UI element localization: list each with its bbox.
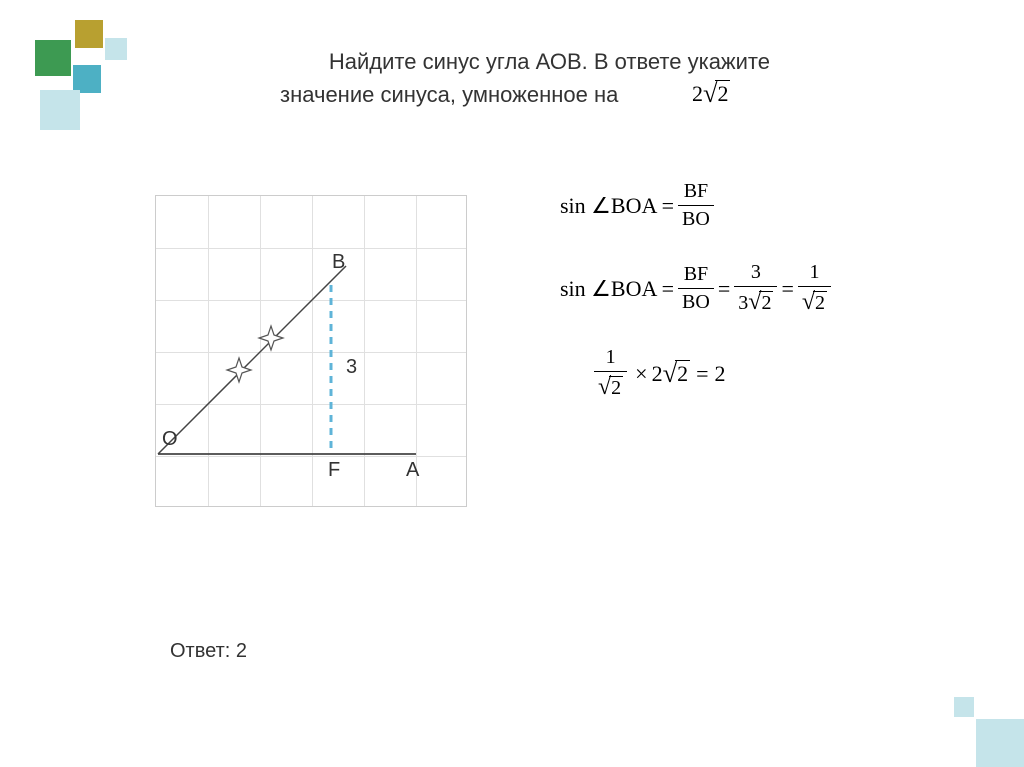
diagram-svg xyxy=(156,196,468,508)
f2-frac3-num: 1 xyxy=(805,261,823,286)
math-area: sin ∠BOA = BF BO sin ∠BOA = BF BO = 3 3√… xyxy=(560,180,835,431)
eq1: = xyxy=(718,276,730,302)
star-1 xyxy=(259,326,283,350)
answer-value: 2 xyxy=(236,640,247,662)
f1-prefix: sin ∠BOA = xyxy=(560,193,674,219)
question-multiplier: 2 √2 xyxy=(692,78,730,109)
formula-2: sin ∠BOA = BF BO = 3 3√2 = 1 √2 xyxy=(560,261,835,316)
question-line1: Найдите синус угла АОВ. В ответе укажите xyxy=(280,49,770,74)
question-line2: значение синуса, умноженное на xyxy=(280,82,618,107)
f3-result: 2 xyxy=(715,361,726,387)
label-F: F xyxy=(328,459,340,482)
f3-mult-rad: 2 xyxy=(675,360,690,387)
f2-frac3: 1 √2 xyxy=(798,261,831,316)
f2-frac2-num: 3 xyxy=(747,261,765,286)
answer-label: Ответ: xyxy=(170,640,230,662)
label-O: О xyxy=(162,428,178,451)
label-A: А xyxy=(406,459,419,482)
f1-num: BF xyxy=(680,180,712,205)
f1-den: BO xyxy=(678,205,714,231)
f2-frac1-den: BO xyxy=(678,288,714,314)
label-3: 3 xyxy=(346,356,357,379)
times-sign: × xyxy=(635,361,647,387)
f2-frac2-den: 3√2 xyxy=(734,286,777,316)
f3-frac-den: √2 xyxy=(594,371,627,401)
eq3: = xyxy=(696,361,708,387)
f2-prefix: sin ∠BOA = xyxy=(560,276,674,302)
f1-frac: BF BO xyxy=(678,180,714,231)
f3-mult-coef: 2 xyxy=(652,361,663,387)
f2-frac2-den-coef: 3 xyxy=(738,292,748,314)
label-B: В xyxy=(332,251,345,274)
eq2: = xyxy=(781,276,793,302)
answer-text: Ответ: 2 xyxy=(170,640,247,663)
f2-frac3-den: √2 xyxy=(798,286,831,316)
formula-1: sin ∠BOA = BF BO xyxy=(560,180,835,231)
multiplier-coef: 2 xyxy=(692,81,703,107)
f2-frac3-den-rad: 2 xyxy=(813,291,827,315)
f3-frac-den-rad: 2 xyxy=(609,376,623,400)
f2-frac2-den-rad: 2 xyxy=(759,291,773,315)
f2-frac1: BF BO xyxy=(678,263,714,314)
line-OB xyxy=(158,266,346,454)
f3-frac-num: 1 xyxy=(602,346,620,371)
multiplier-radicand: 2 xyxy=(715,80,730,107)
diagram: О В А F 3 xyxy=(155,195,467,507)
f2-frac1-num: BF xyxy=(680,263,712,288)
f2-frac2: 3 3√2 xyxy=(734,261,777,316)
f3-frac: 1 √2 xyxy=(594,346,627,401)
star-2 xyxy=(227,358,251,382)
formula-3: 1 √2 × 2 √2 = 2 xyxy=(590,346,835,401)
question-text: Найдите синус угла АОВ. В ответе укажите… xyxy=(280,45,860,111)
